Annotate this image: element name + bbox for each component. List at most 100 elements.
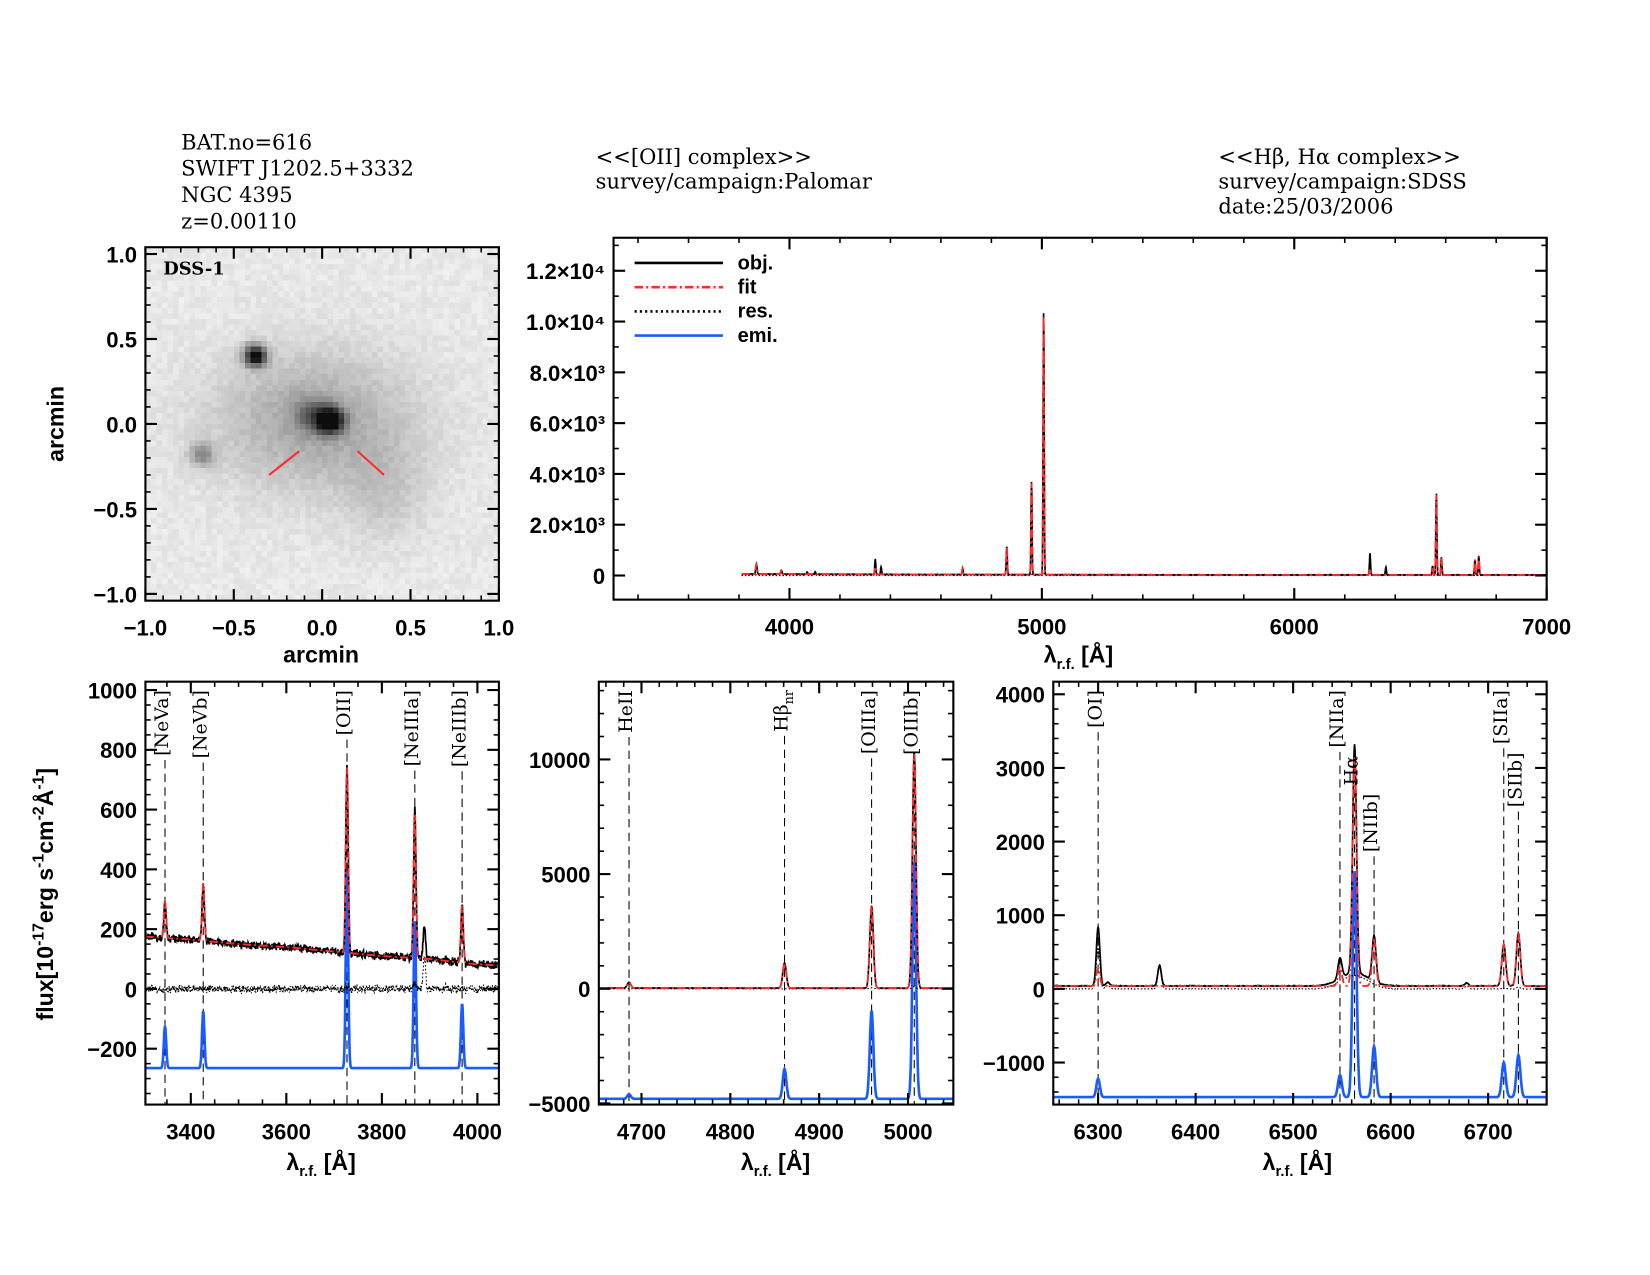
line-label-text: [NeVb] — [189, 690, 211, 758]
panel-hb: HeII Hβnr [OIIIa] [OIIIb] 4700 4800 4900 5000 −5… — [528, 680, 955, 1144]
x-tick-label: 3400 — [166, 1119, 215, 1144]
flux-label-part: Å — [31, 789, 58, 806]
y-tick-label: 800 — [100, 738, 137, 763]
plot-area-oii — [145, 739, 499, 1105]
series-emi — [145, 870, 499, 1070]
line-label-subscript: nr — [781, 689, 796, 704]
panel-ha: [OI] [NIIa] Hα [NIIb] [SIIa] [SIIb] 6300 6400 65… — [983, 680, 1548, 1144]
legend-label: res. — [738, 301, 774, 323]
y-tick-label: 10000 — [529, 748, 590, 773]
x-tick-label: 4000 — [765, 614, 814, 639]
plot-area-ha — [1053, 732, 1547, 1105]
galaxy-name: NGC 4395 — [181, 182, 292, 207]
wavelength-axis-label: λr.f. [Å] — [286, 1148, 355, 1180]
x-tick-label: 3800 — [357, 1119, 406, 1144]
flux-label-part: ] — [32, 768, 58, 776]
y-tick-label: −1000 — [983, 1051, 1045, 1076]
y-tick-label: 0 — [125, 977, 137, 1002]
hbha-complex-info: <<Hβ, Hα complex>> survey/campaign:SDSS … — [1218, 144, 1466, 218]
series-res — [741, 560, 1547, 577]
line-label-text: [OI] — [1084, 690, 1106, 728]
flux-label-exponent: -2 — [30, 806, 47, 820]
line-label: [NeVa] — [151, 690, 173, 756]
object-info: BAT.no=616 SWIFT J1202.5+3332 NGC 4395 z… — [181, 129, 414, 233]
y-tick-label: 1000 — [88, 678, 137, 703]
series-res — [1053, 945, 1547, 991]
axes-frame-ha — [1052, 680, 1548, 1106]
line-label-text: [NeIIIa] — [401, 690, 423, 766]
y-tick-label: 2000 — [996, 830, 1045, 855]
lambda-unit: [Å] — [317, 1148, 356, 1175]
x-tick-label: 6500 — [1269, 1119, 1318, 1144]
slit-marker — [356, 450, 385, 476]
panel-full: 4000 5000 6000 7000 0 2.0×10³ 4.0×10³ 6.0×10³ 8.… — [526, 236, 1571, 639]
oii-title: <<[OII] complex>> — [596, 144, 812, 169]
y-tick-label: −5000 — [528, 1092, 590, 1117]
lambda-subscript: r.f. — [754, 1164, 772, 1180]
x-tick-label: 5000 — [1017, 614, 1066, 639]
line-label-text: Hβ — [771, 704, 793, 731]
lambda-symbol: λ — [286, 1149, 299, 1175]
lambda-symbol: λ — [1044, 642, 1057, 668]
plot-area-hb — [598, 735, 954, 1105]
line-label-text: [OII] — [333, 690, 355, 735]
x-tick-label: 6400 — [1171, 1119, 1220, 1144]
flux-label-part: cm — [32, 820, 58, 853]
series-obj — [598, 751, 954, 990]
image-title: DSS-1 — [163, 259, 224, 280]
y-tick-label: 400 — [100, 858, 137, 883]
x-tick-label: 7000 — [1522, 614, 1571, 639]
x-tick-label: 4800 — [706, 1119, 755, 1144]
y-tick-label: 0.0 — [106, 412, 137, 437]
axes-frame-full — [612, 236, 1548, 601]
wavelength-axis-label: λr.f. [Å] — [741, 1148, 810, 1180]
flux-label-part: flux[10 — [32, 946, 58, 1021]
series-obj — [1053, 744, 1547, 988]
x-tick-label: 4700 — [617, 1119, 666, 1144]
slit-marker — [268, 450, 300, 476]
y-tick-label: 2.0×10³ — [530, 513, 605, 538]
y-tick-label: 0.5 — [106, 327, 137, 352]
x-tick-label: −1.0 — [124, 615, 168, 640]
y-tick-label: −200 — [87, 1037, 137, 1062]
line-label: [SIIa] — [1490, 690, 1512, 744]
hbha-title: <<Hβ, Hα complex>> — [1218, 144, 1460, 169]
y-tick-label: 8.0×10³ — [530, 361, 605, 386]
line-label-text: HeII — [615, 690, 637, 733]
swift-name: SWIFT J1202.5+3332 — [181, 156, 414, 181]
wavelength-axis-label: λr.f. [Å] — [1044, 641, 1113, 673]
series-obj — [145, 764, 499, 971]
line-label-text: Hα — [1341, 756, 1363, 786]
series-fit — [1053, 757, 1547, 987]
line-label: [NeIIIb] — [448, 690, 470, 767]
line-label-text: [SIIa] — [1490, 690, 1512, 744]
x-tick-label: 6300 — [1074, 1119, 1123, 1144]
line-label: [OIIIa] — [858, 690, 880, 754]
oii-survey: survey/campaign:Palomar — [596, 168, 873, 193]
y-tick-label: 0 — [593, 564, 605, 589]
line-label: HeII — [615, 690, 637, 733]
panel-oii: [NeVa] [NeVb] [OII] [NeIIIa] [NeIIIb] 3400 360… — [87, 678, 502, 1144]
x-tick-label: −0.5 — [212, 615, 256, 640]
y-tick-label: 4000 — [996, 683, 1045, 708]
lambda-symbol: λ — [1263, 1149, 1276, 1175]
y-tick-label: 1.0×10⁴ — [526, 310, 605, 335]
line-label-text: [SIIb] — [1505, 752, 1527, 807]
hbha-survey: survey/campaign:SDSS — [1218, 168, 1466, 193]
line-label-text: [NeIIIb] — [448, 690, 470, 767]
image-ylabel: arcmin — [42, 386, 68, 462]
flux-label-exponent: -17 — [30, 923, 47, 946]
lambda-unit: [Å] — [1294, 1148, 1333, 1175]
lambda-subscript: r.f. — [299, 1164, 317, 1180]
redshift: z=0.00110 — [181, 208, 297, 233]
line-label: [NeIIIa] — [401, 690, 423, 766]
series-fit — [598, 754, 954, 990]
line-label: [OIIIb] — [900, 690, 922, 755]
line-label: [SIIb] — [1505, 752, 1527, 807]
oii-complex-info: <<[OII] complex>> survey/campaign:Paloma… — [596, 144, 873, 193]
legend: obj. fit res.emi. — [634, 252, 778, 347]
flux-ylabel: flux[10-17erg s-1cm-2Å-1] — [30, 768, 57, 1021]
x-tick-label: 0.0 — [307, 615, 338, 640]
x-tick-label: 6600 — [1366, 1119, 1415, 1144]
series-res — [145, 956, 499, 995]
